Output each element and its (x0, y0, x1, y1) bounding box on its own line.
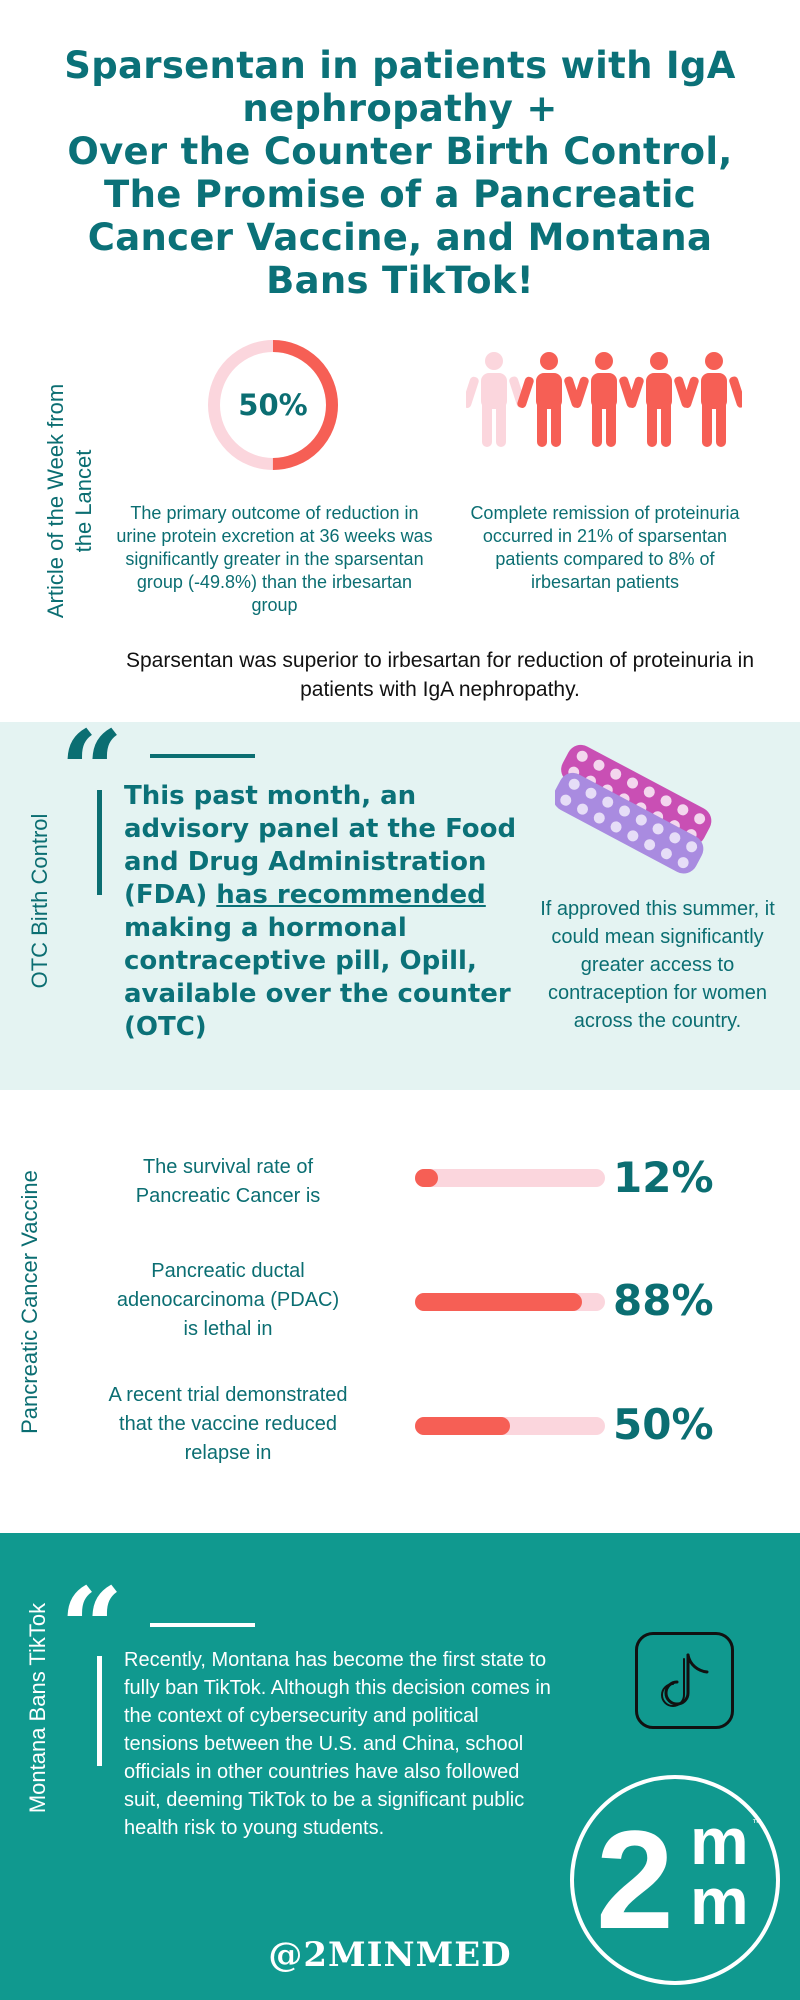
stat-bar-fill (415, 1417, 510, 1435)
stat-value: 50% (613, 1400, 714, 1449)
donut-chart (208, 340, 338, 470)
title-line: The Promise of a Pancreatic (104, 173, 696, 216)
quote-mark-icon: “ (60, 706, 124, 835)
brand-logo (570, 1775, 780, 1985)
stat-bar (415, 1169, 605, 1187)
section-label-otc: OTC Birth Control (27, 813, 52, 989)
otc-quote-part: This past month, an advisory panel at th… (124, 781, 517, 910)
donut-arc (208, 340, 338, 470)
tiktok-icon (635, 1632, 734, 1729)
tiktok-text: Recently, Montana has become the first s… (124, 1649, 551, 1839)
primary-outcome-text: The primary outcome of reduction in urin… (116, 503, 433, 615)
title-line: nephropathy + (242, 87, 558, 130)
quote-bar (97, 790, 102, 895)
tiktok-glyph (661, 1653, 709, 1707)
stat-label: The survival rate of Pancreatic Cancer i… (135, 1156, 321, 1207)
quote-bar (97, 1656, 102, 1766)
title-line: Cancer Vaccine, and Montana (87, 216, 713, 259)
person-icon (466, 352, 526, 447)
section-label-line: Article of the Week from (43, 383, 68, 619)
pill-pack-icon (555, 744, 712, 874)
person-icon (627, 352, 691, 447)
quote-divider (150, 754, 255, 758)
quote-mark-icon: “ (60, 1563, 124, 1692)
person-icon (572, 352, 636, 447)
title-line: Sparsentan in patients with IgA (64, 44, 736, 87)
brand-logo-trademark: ™ (752, 1818, 762, 1829)
remission-text: Complete remission of proteinuria occurr… (470, 503, 740, 592)
otc-quote-emphasis: has recommended (216, 880, 486, 910)
brand-logo-letter: m (690, 1804, 749, 1878)
quote-divider (150, 1623, 255, 1627)
stat-label: Pancreatic ductal adenocarcinoma (PDAC) … (116, 1260, 340, 1340)
otc-quote-part: making a hormonal contraceptive pill, Op… (124, 913, 511, 1042)
social-handle: @2MINMED (268, 1935, 512, 1975)
stat-label: A recent trial demonstrated that the vac… (108, 1384, 348, 1464)
section-label-article: Article of the Week from the Lancet (42, 351, 98, 651)
pill-pack (555, 772, 704, 874)
donut-value: 50% (238, 388, 308, 422)
section-label-line: the Lancet (71, 449, 96, 553)
stat-bar (415, 1293, 605, 1311)
otc-impact-text: If approved this summer, it could mean s… (540, 898, 775, 1032)
people-pictogram (466, 352, 742, 447)
person-icon (682, 352, 742, 447)
pill-pack (561, 744, 712, 846)
stat-value: 12% (613, 1153, 714, 1202)
title-line: Bans TikTok! (266, 259, 534, 302)
page-title: Sparsentan in patients with IgA nephropa… (0, 44, 800, 302)
section-label-tiktok: Montana Bans TikTok (25, 1602, 50, 1814)
brand-logo-letter: m (690, 1864, 749, 1938)
stat-bar-fill (415, 1169, 438, 1187)
section-label-vaccine: Pancreatic Cancer Vaccine (17, 1170, 42, 1434)
title-line: Over the Counter Birth Control, (67, 130, 733, 173)
person-icon (517, 352, 581, 447)
otc-section (0, 722, 800, 1090)
article-summary: Sparsentan was superior to irbesartan fo… (125, 649, 754, 701)
stat-value: 88% (613, 1276, 714, 1325)
stat-bar (415, 1417, 605, 1435)
otc-quote: This past month, an advisory panel at th… (124, 780, 524, 1044)
brand-logo-digit: 2 (596, 1801, 674, 1958)
stat-bar-fill (415, 1293, 583, 1311)
